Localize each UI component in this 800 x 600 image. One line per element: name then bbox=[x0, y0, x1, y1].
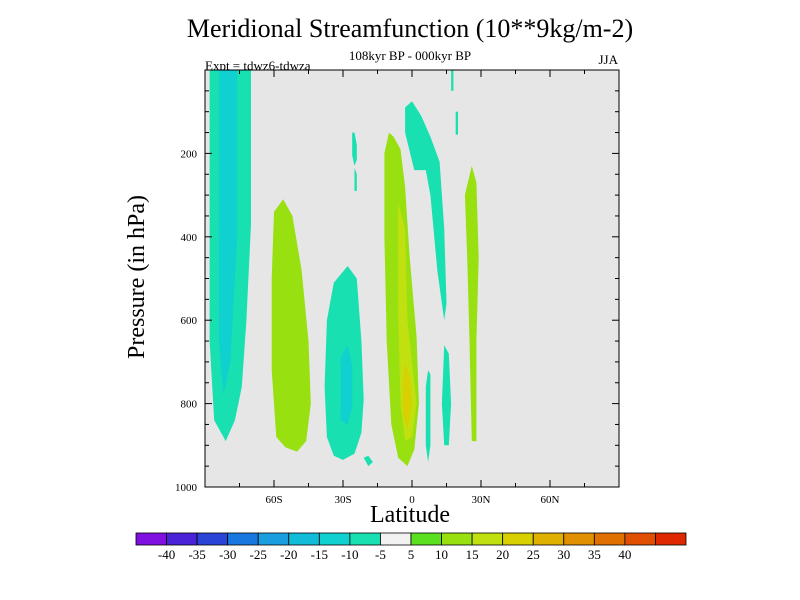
colorbar-swatch bbox=[471, 532, 504, 546]
colorbar-swatch bbox=[196, 532, 229, 546]
colorbar-label: -10 bbox=[341, 547, 358, 562]
contour-region bbox=[451, 70, 454, 91]
colorbar-label: 5 bbox=[408, 547, 415, 562]
contour-region bbox=[402, 361, 412, 429]
colorbar-swatch bbox=[227, 532, 259, 546]
chart-title: Meridional Streamfunction (10**9kg/m-2) bbox=[186, 14, 634, 43]
experiment-label: Expt = tdwz6-tdwza bbox=[205, 58, 311, 73]
y-tick-label: 1000 bbox=[175, 482, 198, 494]
contour-region bbox=[352, 132, 357, 166]
colorbar-label: 15 bbox=[466, 547, 479, 562]
contour-region bbox=[363, 455, 373, 467]
contour-region bbox=[271, 199, 311, 452]
y-tick-label: 400 bbox=[181, 232, 198, 244]
x-tick-label: 30N bbox=[472, 494, 491, 506]
colorbar: -40 -35 -30 -25 -20 -15 -10 -5 5 10 15 20 25 30 35 40 bbox=[135, 532, 687, 562]
y-tick-label: 600 bbox=[181, 315, 198, 327]
x-tick-label: 60S bbox=[265, 494, 282, 506]
colorbar-swatch bbox=[593, 532, 626, 546]
x-axis-label: Latitude bbox=[370, 502, 450, 528]
colorbar-swatch bbox=[410, 532, 442, 546]
colorbar-label: -15 bbox=[311, 547, 328, 562]
colorbar-swatch bbox=[532, 532, 565, 546]
contour-region bbox=[398, 203, 417, 442]
colorbar-swatch bbox=[257, 532, 290, 546]
colorbar-label: -20 bbox=[280, 547, 297, 562]
colorbar-label: 10 bbox=[435, 547, 448, 562]
colorbar-label: 20 bbox=[496, 547, 509, 562]
colorbar-swatch bbox=[655, 532, 687, 546]
contour-region bbox=[354, 168, 357, 191]
axis-ticks: 60S 30S 0 30N 60N 200 400 600 800 1000 bbox=[175, 70, 619, 506]
season-label: JJA bbox=[598, 52, 618, 67]
colorbar-swatch bbox=[288, 532, 320, 546]
y-axis-label: Pressure (in hPa) bbox=[124, 195, 150, 359]
contour-region bbox=[455, 111, 458, 135]
y-tick-label: 800 bbox=[181, 399, 198, 411]
colorbar-swatch bbox=[318, 532, 351, 546]
x-tick-label: 0 bbox=[409, 494, 415, 506]
colorbar-label: 35 bbox=[588, 547, 601, 562]
colorbar-swatch bbox=[380, 532, 412, 546]
colorbar-label: -5 bbox=[375, 547, 386, 562]
colorbar-swatch bbox=[624, 532, 656, 546]
colorbar-label: -25 bbox=[250, 547, 267, 562]
colorbar-label: -30 bbox=[219, 547, 236, 562]
y-tick-label: 200 bbox=[181, 148, 198, 160]
colorbar-label: -35 bbox=[188, 547, 205, 562]
contour-region bbox=[340, 345, 353, 425]
contour-fills bbox=[205, 70, 619, 487]
contour-region bbox=[441, 345, 452, 446]
contour-region bbox=[405, 101, 447, 321]
colorbar-label: 25 bbox=[527, 547, 540, 562]
colorbar-swatch bbox=[441, 532, 473, 546]
chart-subtitle: 108kyr BP - 000kyr BP bbox=[348, 48, 472, 63]
colorbar-swatch bbox=[502, 532, 534, 546]
colorbar-swatch bbox=[349, 532, 381, 546]
x-tick-label: 60N bbox=[541, 494, 560, 506]
contour-region bbox=[218, 70, 238, 396]
x-tick-label: 30S bbox=[334, 494, 351, 506]
contour-region bbox=[464, 165, 479, 442]
colorbar-label: 40 bbox=[618, 547, 631, 562]
colorbar-swatch bbox=[166, 532, 198, 546]
colorbar-swatch bbox=[135, 532, 167, 546]
colorbar-label: -40 bbox=[158, 547, 175, 562]
colorbar-label: 30 bbox=[557, 547, 570, 562]
contour-region bbox=[425, 370, 431, 462]
colorbar-swatch bbox=[563, 532, 595, 546]
